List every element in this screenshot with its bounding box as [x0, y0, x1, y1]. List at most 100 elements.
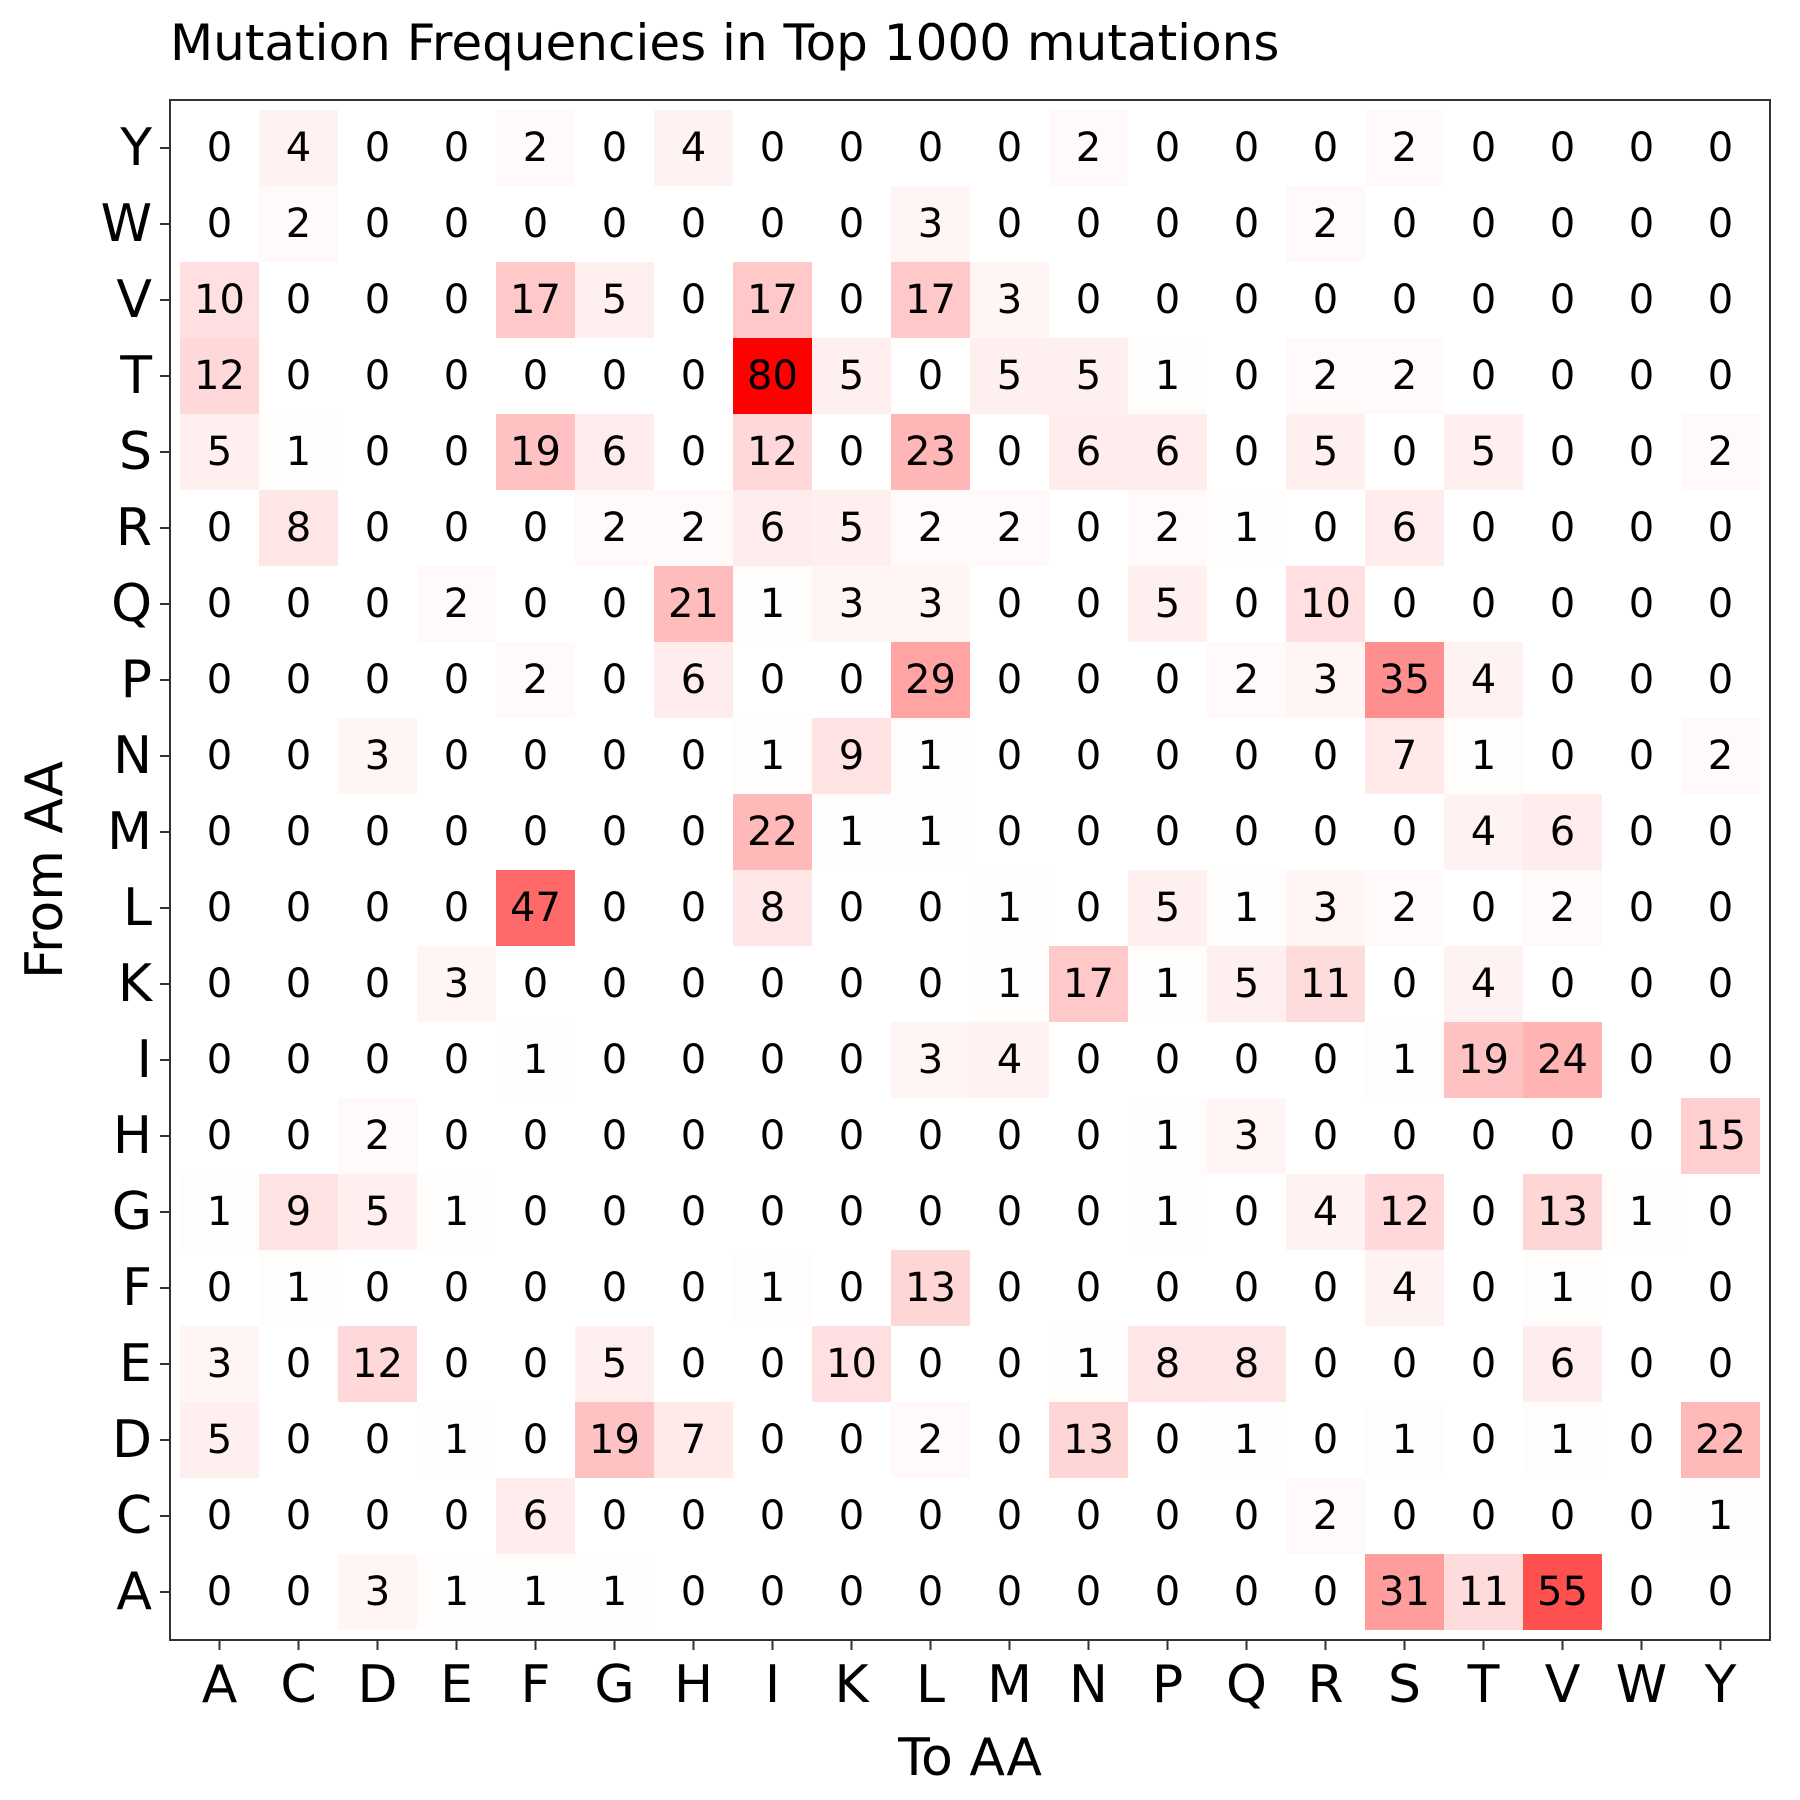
heatmap-cell [733, 1478, 812, 1554]
heatmap-cell-label: 0 [1234, 429, 1259, 475]
heatmap-cell [891, 490, 970, 566]
heatmap-cell-label: 0 [1550, 277, 1575, 323]
heatmap-cell-label: 3 [365, 1569, 390, 1615]
heatmap-cell-label: 0 [1708, 1341, 1733, 1387]
heatmap-cell-label: 0 [1076, 581, 1101, 627]
heatmap-cell [1602, 186, 1681, 262]
heatmap-cell-label: 0 [681, 1493, 706, 1539]
heatmap-cell-label: 0 [1708, 1037, 1733, 1083]
heatmap-cell-label: 0 [760, 1189, 785, 1235]
heatmap-cell [1286, 1326, 1365, 1402]
heatmap-cell-label: 0 [1471, 201, 1496, 247]
heatmap-cell-label: 0 [523, 505, 548, 551]
heatmap-cell [496, 1174, 575, 1250]
heatmap-cell [259, 642, 338, 718]
heatmap-cell [1602, 566, 1681, 642]
heatmap-cell-label: 0 [1313, 1113, 1338, 1159]
heatmap-cell-label: 0 [1708, 581, 1733, 627]
heatmap-cell-label: 0 [602, 125, 627, 171]
heatmap-cell-label: 0 [444, 1265, 469, 1311]
heatmap-cell [338, 946, 417, 1022]
heatmap-cell-label: 5 [1313, 429, 1338, 475]
heatmap-cell [180, 1174, 259, 1250]
heatmap-cell-label: 0 [1629, 1113, 1654, 1159]
heatmap-cell [1444, 1478, 1523, 1554]
heatmap-cell-label: 2 [1234, 657, 1259, 703]
heatmap-cell-label: 0 [1076, 1113, 1101, 1159]
heatmap-cell [180, 1554, 259, 1630]
heatmap-cell [496, 946, 575, 1022]
heatmap-cell-label: 0 [1234, 1189, 1259, 1235]
heatmap-cell [970, 110, 1049, 186]
heatmap-cell [417, 718, 496, 794]
heatmap-cell-label: 0 [1392, 277, 1417, 323]
heatmap-cell [1365, 1174, 1444, 1250]
heatmap-cell [259, 1326, 338, 1402]
heatmap-cell [1128, 794, 1207, 870]
heatmap-cell [891, 718, 970, 794]
heatmap-cell-label: 15 [1695, 1113, 1746, 1159]
heatmap-cell-label: 0 [444, 1037, 469, 1083]
heatmap-cell [1523, 718, 1602, 794]
heatmap-cell-label: 0 [602, 201, 627, 247]
heatmap-cell [654, 1022, 733, 1098]
heatmap-cell [1523, 1402, 1602, 1478]
heatmap-cell [1681, 946, 1760, 1022]
heatmap-cell [1128, 490, 1207, 566]
heatmap-cell-label: 1 [918, 733, 943, 779]
heatmap-cell [970, 1174, 1049, 1250]
heatmap-cell-label: 0 [286, 961, 311, 1007]
heatmap-cell [970, 870, 1049, 946]
heatmap-cell [1681, 414, 1760, 490]
heatmap-cell [575, 718, 654, 794]
heatmap-cell [1444, 1174, 1523, 1250]
heatmap-cell-label: 0 [444, 1493, 469, 1539]
heatmap-cell [259, 1478, 338, 1554]
heatmap-cell [1365, 110, 1444, 186]
heatmap-cell [733, 1022, 812, 1098]
heatmap-cell-label: 4 [997, 1037, 1022, 1083]
heatmap-cell-label: 1 [444, 1569, 469, 1615]
heatmap-cell [654, 1250, 733, 1326]
heatmap-cell-label: 0 [681, 809, 706, 855]
heatmap-cell-label: 10 [826, 1341, 877, 1387]
heatmap-cell [496, 186, 575, 262]
heatmap-cell-label: 0 [1313, 809, 1338, 855]
heatmap-cell-label: 0 [760, 1417, 785, 1463]
heatmap-cell [180, 110, 259, 186]
heatmap-cell [970, 946, 1049, 1022]
heatmap-cell [259, 110, 338, 186]
heatmap-cell-label: 0 [207, 1493, 232, 1539]
heatmap-cell-label: 1 [207, 1189, 232, 1235]
chart-title: Mutation Frequencies in Top 1000 mutatio… [170, 14, 1279, 72]
heatmap-cell-label: 0 [1076, 809, 1101, 855]
heatmap-cell [654, 1554, 733, 1630]
heatmap-cell [1681, 870, 1760, 946]
heatmap-cell-label: 11 [1458, 1569, 1509, 1615]
heatmap-cell-label: 6 [1076, 429, 1101, 475]
heatmap-cell-label: 0 [1076, 505, 1101, 551]
heatmap-cell-label: 0 [1313, 733, 1338, 779]
heatmap-cell [654, 262, 733, 338]
heatmap-cell [575, 338, 654, 414]
heatmap-cell-label: 0 [1155, 201, 1180, 247]
heatmap-cell-label: 0 [1313, 1341, 1338, 1387]
heatmap-cell [654, 1326, 733, 1402]
heatmap-cell-label: 1 [1392, 1037, 1417, 1083]
heatmap-cell-label: 0 [839, 885, 864, 931]
heatmap-cell-label: 2 [1708, 733, 1733, 779]
heatmap-cell [654, 1402, 733, 1478]
heatmap-cell [1128, 1098, 1207, 1174]
heatmap-cell [1681, 110, 1760, 186]
heatmap-cell-label: 0 [1550, 961, 1575, 1007]
heatmap-cell-label: 0 [1234, 1493, 1259, 1539]
heatmap-cell-label: 9 [286, 1189, 311, 1235]
x-axis-title: To AA [897, 1728, 1042, 1788]
heatmap-cell [496, 1098, 575, 1174]
heatmap-cell-label: 5 [207, 429, 232, 475]
heatmap-cell-label: 5 [1155, 885, 1180, 931]
heatmap-cell [1049, 338, 1128, 414]
heatmap-cell [812, 946, 891, 1022]
heatmap-cell-label: 8 [1155, 1341, 1180, 1387]
